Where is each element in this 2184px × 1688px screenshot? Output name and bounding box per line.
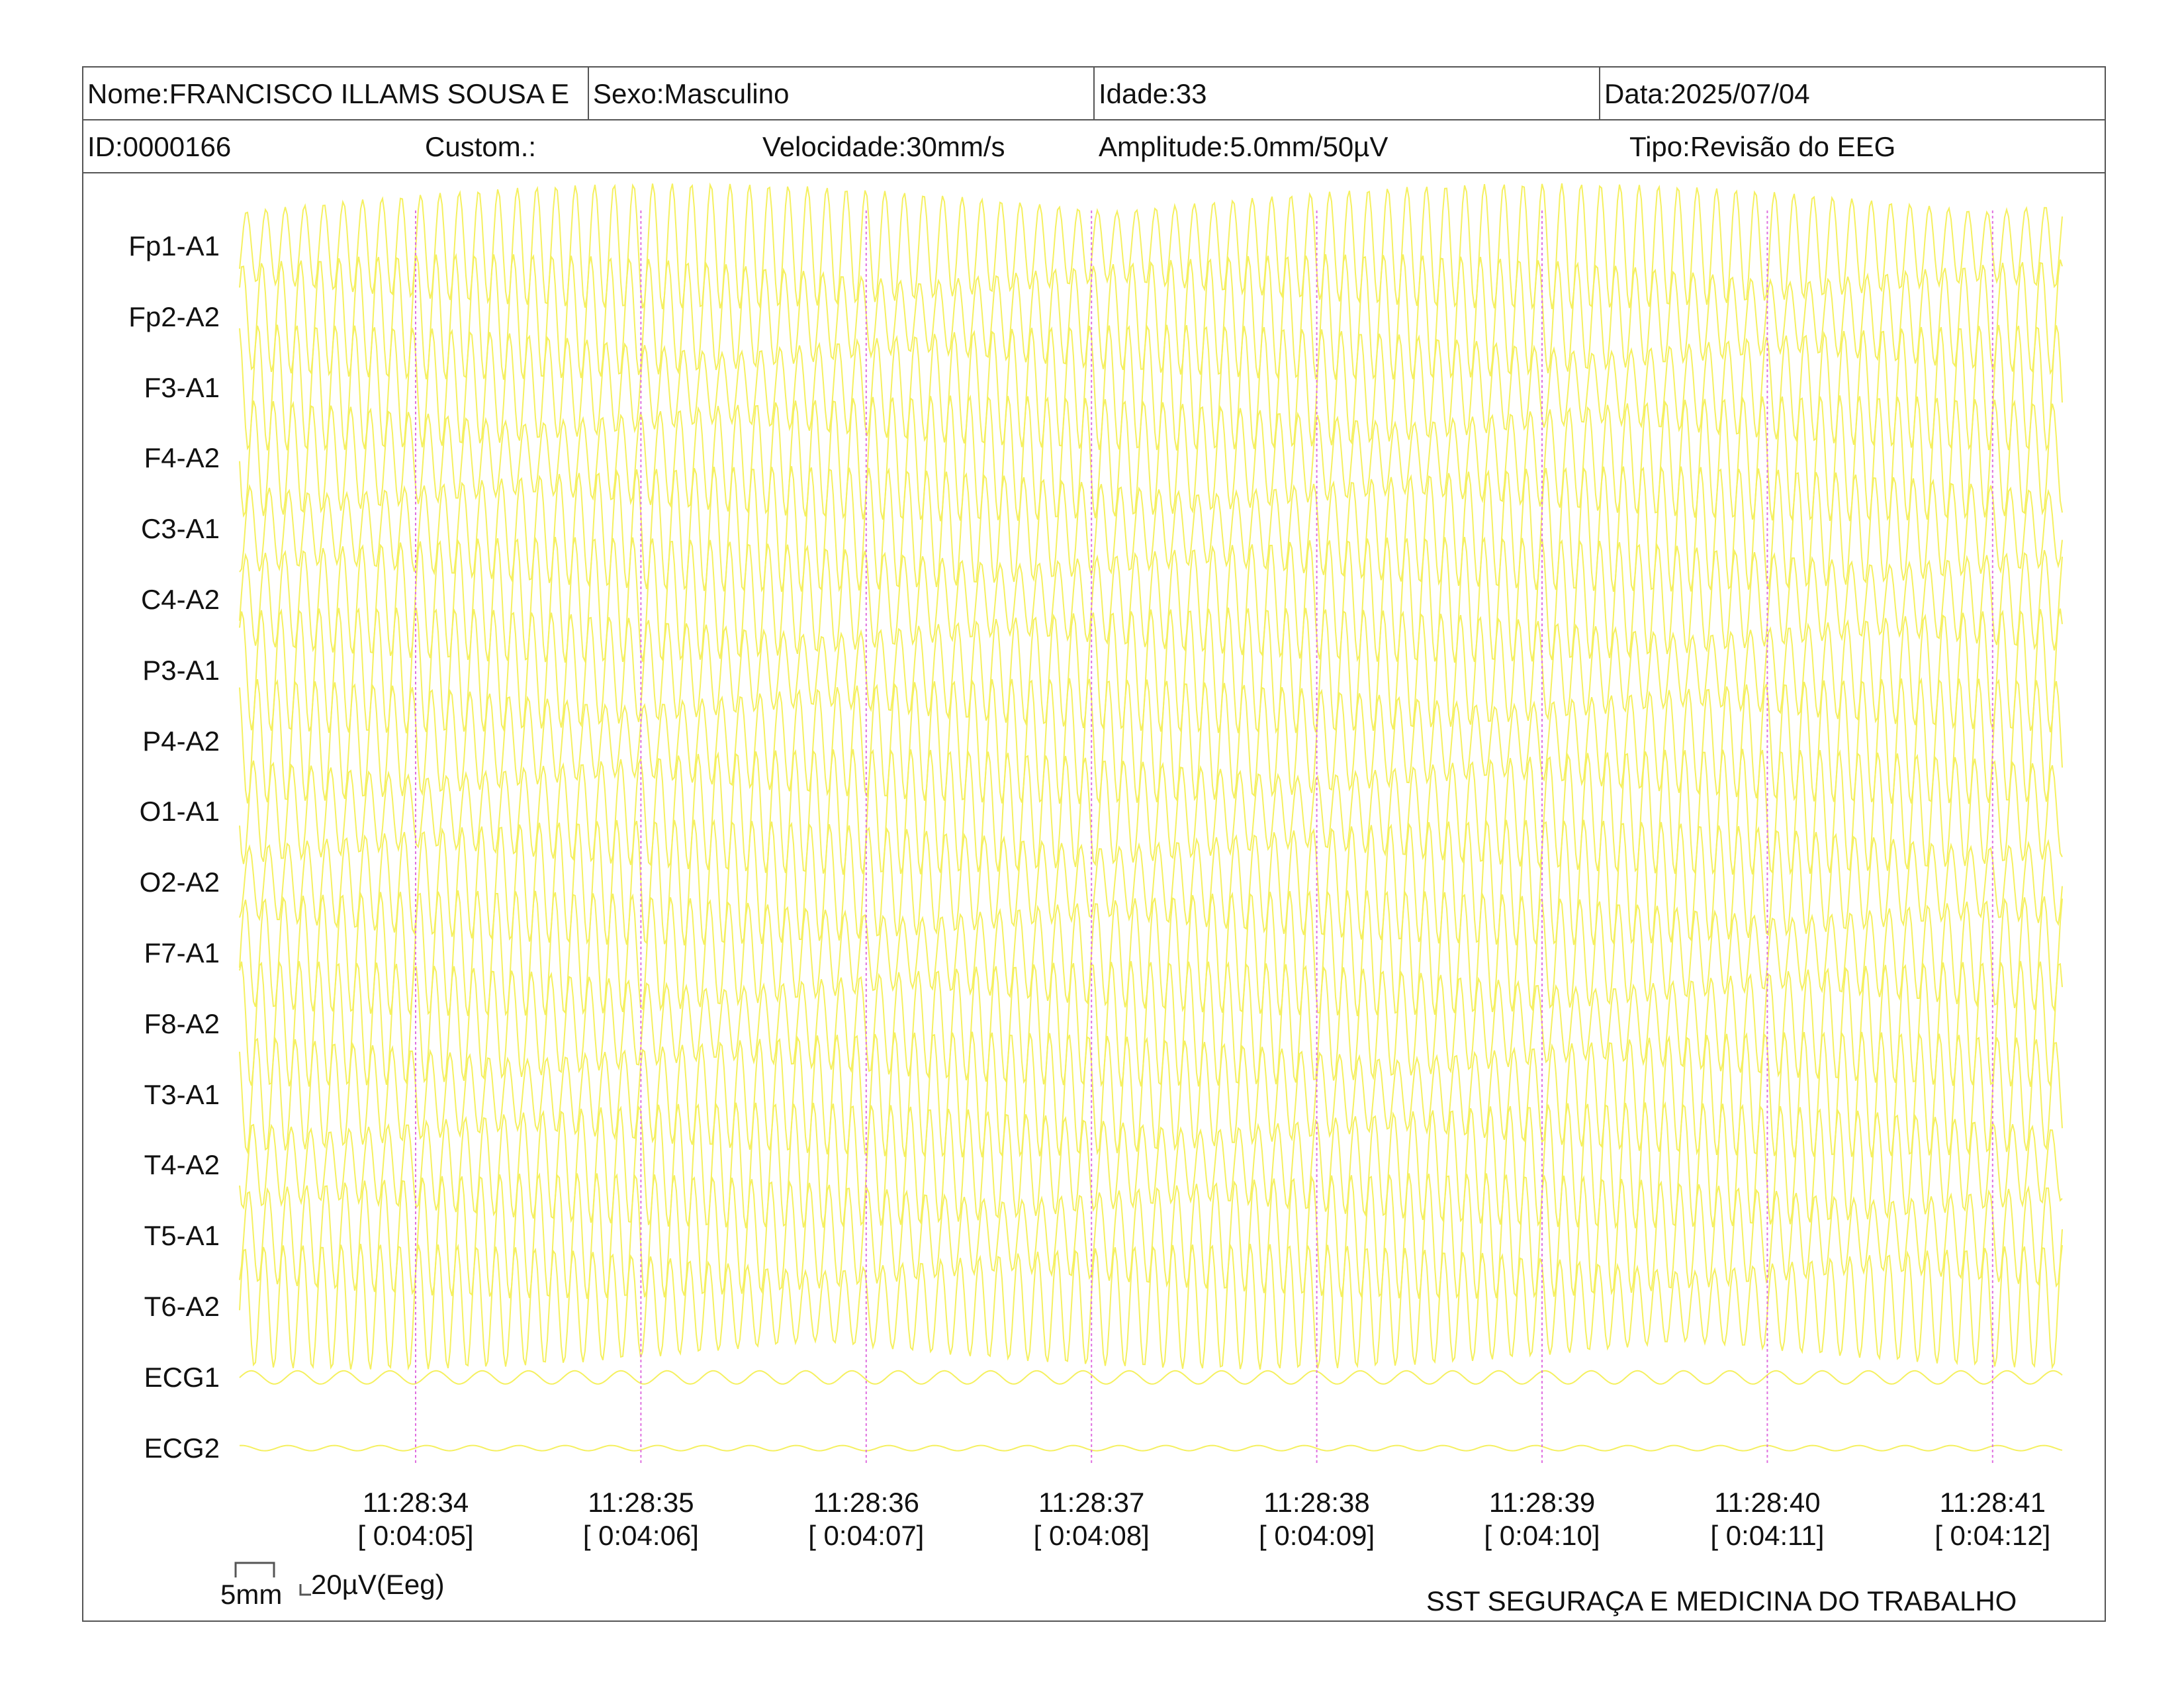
channel-label: F8-A2 [144, 1008, 220, 1039]
eeg-trace-p4-a2 [239, 677, 2063, 805]
eeg-trace-f4-a2 [239, 395, 2063, 522]
eeg-trace-o2-a2 [239, 818, 2063, 946]
eeg-trace-t6-a2 [239, 1243, 2063, 1371]
channel-label: Fp2-A2 [128, 301, 220, 332]
institution-name: SST SEGURAÇA E MEDICINA DO TRABALHO [1426, 1585, 2017, 1617]
speed-setting: Velocidade:30mm/s [762, 131, 1005, 162]
time-clock-label: 11:28:36 [813, 1487, 919, 1518]
channel-label: P4-A2 [142, 725, 220, 757]
header-row-patient: Nome:FRANCISCO ILLAMS SOUSA E Sexo:Mascu… [83, 68, 2105, 120]
time-clock-label: 11:28:41 [1939, 1487, 2046, 1518]
time-scale-label: 5mm [220, 1579, 283, 1610]
custom-field: Custom.: [425, 131, 537, 162]
channel-label: C3-A1 [140, 513, 220, 545]
time-clock-label: 11:28:35 [588, 1487, 694, 1518]
patient-sex: Sexo:Masculino [588, 68, 1093, 119]
time-elapsed-label: [ 0:04:05] [357, 1520, 474, 1551]
time-elapsed-label: [ 0:04:09] [1259, 1520, 1375, 1551]
time-clock-label: 11:28:34 [362, 1487, 469, 1518]
eeg-trace-ecg2 [239, 1444, 2063, 1452]
channel-label: ECG1 [144, 1361, 220, 1393]
time-clock-label: 11:28:40 [1714, 1487, 1821, 1518]
channel-label: Fp1-A1 [128, 230, 220, 261]
time-elapsed-label: [ 0:04:10] [1484, 1520, 1600, 1551]
channel-label: O1-A1 [139, 796, 220, 827]
patient-age: Idade:33 [1093, 68, 1599, 119]
exam-type: Tipo:Revisão do EEG [1629, 131, 1896, 162]
channel-label: T4-A2 [144, 1149, 220, 1181]
channel-label: C4-A2 [140, 584, 220, 615]
patient-id: ID:0000166 [87, 131, 232, 162]
channel-label: F3-A1 [144, 371, 220, 403]
time-clock-label: 11:28:39 [1488, 1487, 1596, 1518]
eeg-trace-fp1-a1 [239, 182, 2063, 310]
eeg-trace-t3-a1 [239, 1031, 2063, 1158]
channel-label: T3-A1 [144, 1078, 220, 1110]
time-elapsed-label: [ 0:04:06] [582, 1520, 699, 1551]
time-clock-label: 11:28:37 [1038, 1487, 1145, 1518]
report-frame: Nome:FRANCISCO ILLAMS SOUSA E Sexo:Mascu… [82, 66, 2106, 1622]
time-clock-label: 11:28:38 [1263, 1487, 1370, 1518]
time-elapsed-label: [ 0:04:08] [1033, 1520, 1150, 1551]
channel-label: T5-A1 [144, 1220, 220, 1252]
channel-label: P3-A1 [142, 654, 220, 686]
amplitude-scale-label: 20µV(Eeg) [311, 1569, 445, 1600]
time-elapsed-label: [ 0:04:12] [1934, 1520, 2051, 1551]
amplitude-setting: Amplitude:5.0mm/50µV [1099, 131, 1388, 162]
eeg-trace-f3-a1 [239, 324, 2063, 452]
eeg-trace-o1-a1 [239, 748, 2063, 876]
channel-label: O2-A2 [139, 867, 220, 898]
channel-label: F7-A1 [144, 937, 220, 968]
time-elapsed-label: [ 0:04:07] [808, 1520, 925, 1551]
eeg-trace-f7-a1 [239, 890, 2063, 1017]
channel-label: T6-A2 [144, 1291, 220, 1322]
time-elapsed-label: [ 0:04:11] [1710, 1520, 1825, 1551]
header-row-exam: ID:0000166 Custom.: Velocidade:30mm/s Am… [83, 120, 2105, 173]
channel-label: ECG2 [144, 1432, 220, 1464]
channel-label: F4-A2 [144, 442, 220, 474]
eeg-trace-t4-a2 [239, 1101, 2063, 1230]
eeg-trace-p3-a1 [239, 607, 2063, 734]
eeg-trace-f8-a2 [239, 960, 2063, 1088]
scale-bracket-icon [234, 1562, 311, 1596]
eeg-trace-ecg1 [239, 1370, 2063, 1385]
patient-name: Nome:FRANCISCO ILLAMS SOUSA E [87, 78, 570, 109]
eeg-trace-c3-a1 [239, 465, 2063, 592]
exam-date: Data:2025/07/04 [1599, 68, 2105, 119]
eeg-trace-c4-a2 [239, 536, 2063, 664]
